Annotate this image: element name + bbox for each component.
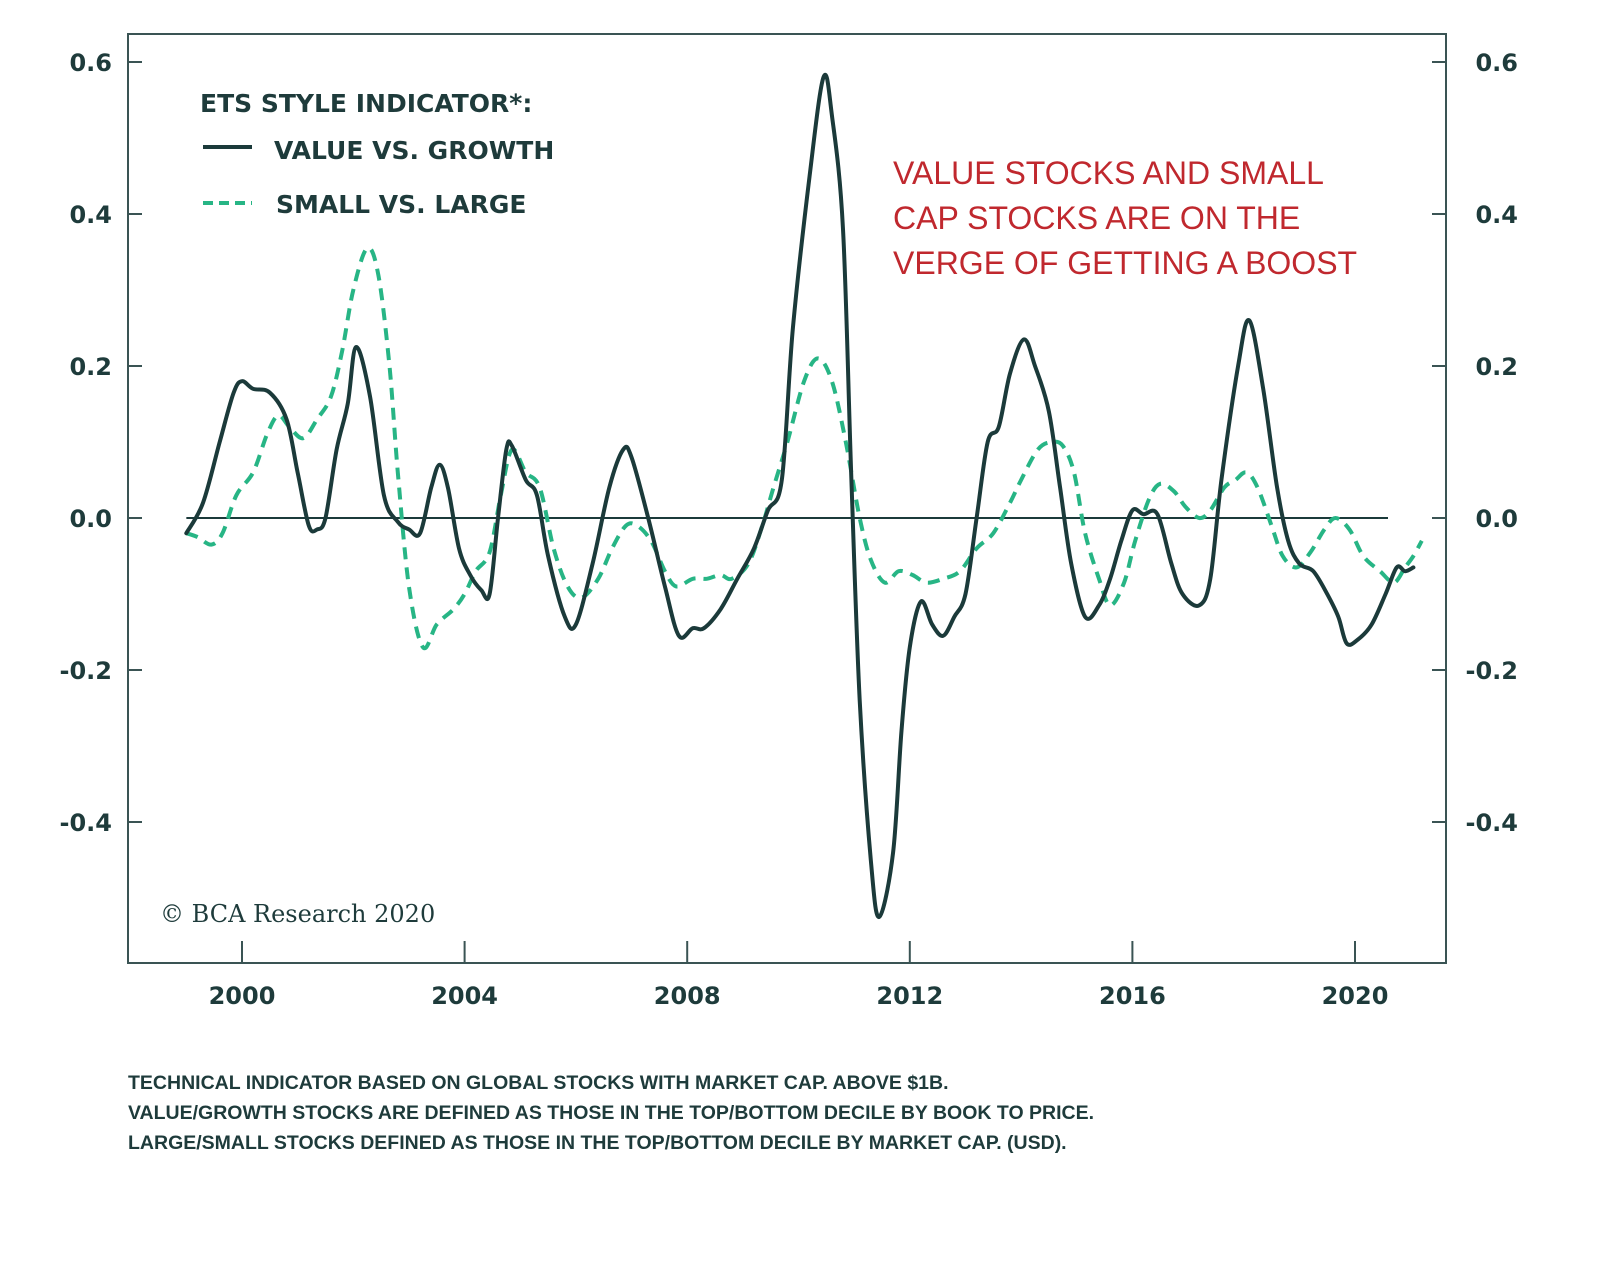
y-tick-label-right: 0.2 [1475, 353, 1518, 381]
series-layer [184, 72, 1424, 920]
y-tick-label-right: 0.6 [1475, 49, 1518, 77]
y-axis-right: 0.6 0.4 0.2 0.0 -0.2 -0.4 [1432, 49, 1518, 837]
series-line-value-vs-growth [184, 72, 1416, 920]
y-axis-left: 0.6 0.4 0.2 0.0 -0.2 -0.4 [60, 49, 142, 837]
y-tick-label-left: 0.2 [69, 353, 112, 381]
footnote-line-3: LARGE/SMALL STOCKS DEFINED AS THOSE IN T… [128, 1132, 1067, 1154]
legend-label-small-vs-large: SMALL VS. LARGE [276, 190, 526, 219]
footnote-line-2: VALUE/GROWTH STOCKS ARE DEFINED AS THOSE… [128, 1102, 1095, 1124]
annotation-line-2: CAP STOCKS ARE ON THE [893, 200, 1300, 236]
legend-title: ETS STYLE INDICATOR*: [200, 89, 532, 118]
annotation: VALUE STOCKS AND SMALL CAP STOCKS ARE ON… [893, 155, 1357, 281]
series-line-small-vs-large [185, 245, 1424, 651]
y-tick-label-left: -0.4 [60, 809, 112, 837]
y-tick-label-left: 0.4 [69, 201, 112, 229]
x-tick-label: 2008 [654, 982, 721, 1010]
copyright-label: © BCA Research 2020 [160, 900, 435, 928]
legend-label-value-vs-growth: VALUE VS. GROWTH [274, 136, 554, 165]
y-tick-label-right: -0.4 [1466, 809, 1518, 837]
plot-frame [127, 33, 1447, 964]
legend: ETS STYLE INDICATOR*: VALUE VS. GROWTH S… [200, 89, 554, 219]
x-tick-label: 2020 [1322, 982, 1389, 1010]
y-tick-label-right: 0.0 [1475, 505, 1518, 533]
footnote-line-1: TECHNICAL INDICATOR BASED ON GLOBAL STOC… [128, 1072, 949, 1094]
x-tick-label: 2004 [431, 982, 498, 1010]
annotation-line-1: VALUE STOCKS AND SMALL [893, 155, 1324, 191]
footnote: TECHNICAL INDICATOR BASED ON GLOBAL STOC… [128, 1068, 1094, 1158]
x-axis: 2000 2004 2008 2012 2016 2020 [209, 941, 1389, 1010]
y-tick-label-left: -0.2 [60, 657, 112, 685]
y-tick-label-left: 0.0 [69, 505, 112, 533]
y-tick-label-left: 0.6 [69, 49, 112, 77]
annotation-line-3: VERGE OF GETTING A BOOST [893, 245, 1357, 281]
x-tick-label: 2016 [1099, 982, 1166, 1010]
x-tick-label: 2012 [876, 982, 943, 1010]
y-tick-label-right: 0.4 [1475, 201, 1518, 229]
x-tick-label: 2000 [209, 982, 276, 1010]
line-chart: 0.6 0.4 0.2 0.0 -0.2 -0.4 0.6 0.4 0.2 0.0 -0.2 -0.… [60, 33, 1518, 1010]
y-tick-label-right: -0.2 [1466, 657, 1518, 685]
